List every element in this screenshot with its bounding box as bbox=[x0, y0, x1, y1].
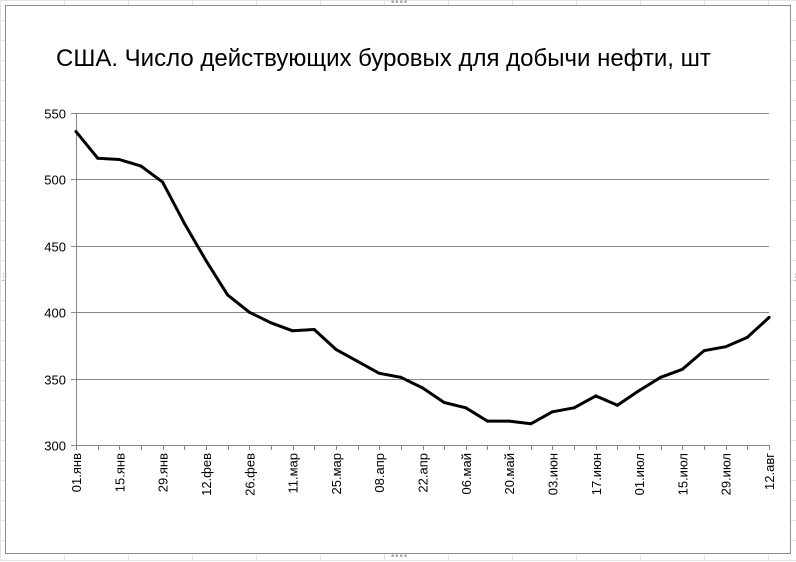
y-tick-label-300: 300 bbox=[44, 439, 66, 454]
x-tick-label-8: 22.апр bbox=[416, 453, 431, 493]
data-point-3 bbox=[139, 164, 143, 168]
x-tick-label-6: 25.мар bbox=[329, 453, 344, 494]
data-point-7 bbox=[226, 293, 230, 297]
data-point-29 bbox=[702, 349, 706, 353]
y-tick-label-400: 400 bbox=[44, 306, 66, 321]
data-point-23 bbox=[572, 406, 576, 410]
data-point-2 bbox=[117, 158, 121, 161]
x-tick-label-16: 12.авг bbox=[762, 453, 777, 490]
x-tick-label-14: 15.июл bbox=[675, 453, 690, 495]
resize-handle-top[interactable]: •••• bbox=[390, 0, 408, 8]
x-tick-label-13: 01.июл bbox=[632, 453, 647, 495]
x-axis-tick-labels: 01.янв 15.янв 29.янв 12.фев 26.фев 11.мар 25.м… bbox=[69, 453, 777, 496]
data-point-22 bbox=[550, 410, 554, 414]
y-tick-label-500: 500 bbox=[44, 173, 66, 188]
x-tick-label-11: 03.июн bbox=[545, 453, 560, 495]
data-point-12 bbox=[334, 347, 338, 351]
data-point-14 bbox=[377, 371, 381, 375]
data-point-11 bbox=[312, 328, 316, 331]
data-point-1 bbox=[96, 156, 100, 160]
data-point-24 bbox=[594, 394, 598, 398]
data-point-6 bbox=[204, 258, 208, 262]
x-tick-label-4: 26.фев bbox=[242, 453, 257, 496]
data-point-9 bbox=[269, 321, 273, 325]
data-point-13 bbox=[356, 359, 359, 363]
data-point-4 bbox=[161, 180, 165, 184]
data-point-0 bbox=[74, 130, 78, 134]
data-point-32 bbox=[767, 316, 771, 319]
resize-handle-bottom[interactable]: •••• bbox=[390, 552, 408, 562]
x-tick-label-9: 06.май bbox=[459, 453, 474, 495]
series bbox=[74, 130, 771, 426]
x-tick-label-10: 20.май bbox=[502, 453, 517, 495]
x-tick-label-3: 12.фев bbox=[199, 453, 214, 496]
data-point-8 bbox=[247, 310, 251, 314]
gridlines bbox=[76, 113, 769, 380]
data-point-26 bbox=[637, 389, 641, 393]
data-point-15 bbox=[399, 375, 403, 379]
y-axis-tick-labels: 300 350 400 450 500 550 bbox=[44, 107, 66, 454]
data-point-10 bbox=[291, 329, 295, 333]
data-point-30 bbox=[724, 345, 728, 349]
y-tick-label-450: 450 bbox=[44, 240, 66, 255]
data-point-18 bbox=[464, 406, 468, 410]
data-point-28 bbox=[680, 367, 684, 371]
x-tick-label-2: 29.янв bbox=[156, 453, 171, 492]
axes bbox=[71, 113, 770, 450]
y-tick-label-350: 350 bbox=[44, 373, 66, 388]
data-point-27 bbox=[659, 375, 663, 379]
data-point-31 bbox=[745, 335, 749, 339]
y-tick-label-550: 550 bbox=[44, 107, 66, 122]
x-tick-label-7: 08.апр bbox=[372, 453, 387, 493]
data-point-17 bbox=[442, 401, 446, 404]
chart-area[interactable] bbox=[5, 5, 791, 554]
resize-handle-left[interactable]: ⋮ bbox=[0, 273, 8, 283]
data-point-5 bbox=[182, 221, 186, 225]
x-tick-label-12: 17.июн bbox=[589, 453, 604, 495]
x-tick-label-0: 01.янв bbox=[69, 453, 84, 492]
data-point-19 bbox=[486, 419, 489, 423]
resize-handle-right[interactable]: ⋮ bbox=[791, 273, 796, 283]
data-point-21 bbox=[529, 422, 533, 426]
x-tick-label-5: 11.мар bbox=[286, 453, 301, 494]
x-tick-label-1: 15.янв bbox=[112, 453, 127, 492]
x-tick-label-15: 29.июл bbox=[719, 453, 734, 495]
data-point-16 bbox=[421, 386, 424, 390]
chart-title: США. Число действующих буровых для добыч… bbox=[56, 45, 711, 72]
data-point-20 bbox=[507, 419, 511, 423]
data-point-25 bbox=[615, 403, 619, 407]
